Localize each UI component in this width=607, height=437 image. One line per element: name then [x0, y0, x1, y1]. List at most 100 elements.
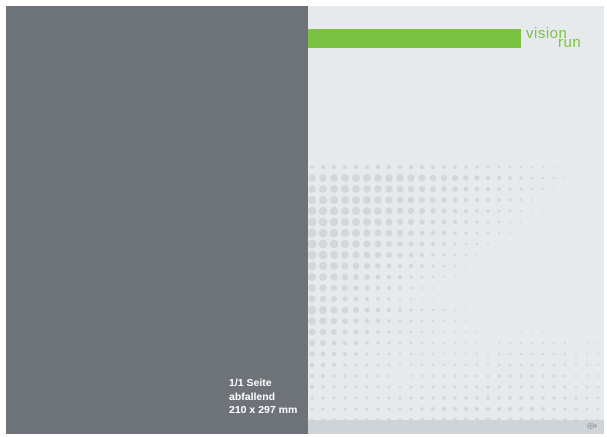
halftone-dot: [332, 363, 336, 367]
right-panel: vision run ⟴: [308, 6, 604, 434]
halftone-dot: [420, 330, 424, 334]
halftone-dot: [464, 352, 468, 356]
halftone-dot: [386, 307, 392, 313]
halftone-dot: [365, 374, 369, 378]
halftone-dot: [475, 242, 479, 246]
halftone-dot: [475, 396, 479, 400]
halftone-dot: [396, 207, 404, 215]
halftone-dot: [541, 187, 545, 191]
halftone-dot: [308, 272, 317, 282]
halftone-dot: [330, 284, 338, 292]
halftone-dot: [308, 185, 316, 193]
halftone-dot: [463, 208, 469, 214]
halftone-dot: [318, 206, 328, 216]
halftone-dot: [487, 342, 489, 344]
halftone-dot: [454, 276, 456, 278]
halftone-dot: [453, 242, 457, 246]
halftone-dot: [530, 352, 534, 356]
halftone-dot: [453, 374, 457, 378]
halftone-dot: [498, 232, 500, 234]
halftone-dot: [442, 165, 446, 169]
halftone-dot: [596, 396, 600, 400]
halftone-dot: [364, 329, 370, 335]
halftone-dot: [309, 351, 315, 357]
halftone-dot: [407, 185, 415, 193]
halftone-dot: [409, 352, 413, 356]
halftone-dot: [442, 308, 446, 312]
halftone-dot: [575, 342, 577, 344]
halftone-dot: [442, 352, 446, 356]
halftone-dot: [564, 188, 566, 190]
halftone-dot: [563, 385, 567, 389]
halftone-dot: [441, 219, 447, 225]
halftone-dot: [552, 407, 556, 411]
halftone-dot: [508, 187, 512, 191]
halftone-dot: [508, 396, 512, 400]
arrow-mark-icon: ⟴: [586, 421, 598, 432]
halftone-dot: [453, 165, 457, 169]
halftone-dot: [308, 206, 317, 216]
halftone-dot: [376, 363, 380, 367]
halftone-dot: [486, 198, 490, 202]
halftone-dot: [375, 307, 381, 313]
halftone-dot: [430, 164, 436, 170]
halftone-dot: [375, 263, 381, 269]
halftone-dot: [442, 374, 446, 378]
halftone-dot: [542, 210, 544, 212]
halftone-dot: [396, 229, 404, 237]
halftone-dot: [420, 286, 424, 290]
halftone-dot: [409, 286, 413, 290]
halftone-dot: [374, 229, 382, 237]
halftone-dot: [332, 374, 336, 378]
halftone-dot: [463, 197, 469, 203]
halftone-dot: [530, 363, 534, 367]
halftone-dot: [454, 320, 456, 322]
halftone-dot: [476, 265, 478, 267]
halftone-dot: [398, 297, 402, 301]
halftone-dot: [364, 318, 370, 324]
halftone-dot: [409, 264, 413, 268]
halftone-dot: [442, 253, 446, 257]
halftone-dot: [329, 228, 339, 238]
halftone-dot: [497, 165, 501, 169]
halftone-dot: [498, 243, 500, 245]
halftone-dot: [487, 243, 489, 245]
halftone-dot: [431, 363, 435, 367]
halftone-dot: [597, 353, 599, 355]
halftone-dot: [531, 210, 533, 212]
halftone-dot: [552, 385, 556, 389]
halftone-dot: [375, 274, 381, 280]
halftone-dot: [486, 396, 490, 400]
halftone-dot: [430, 230, 436, 236]
halftone-dot: [441, 186, 447, 192]
halftone-dot: [364, 274, 370, 280]
halftone-dot: [342, 329, 348, 335]
halftone-dot: [586, 331, 588, 333]
halftone-dot: [563, 352, 567, 356]
halftone-dot: [519, 165, 523, 169]
halftone-dot: [574, 374, 578, 378]
halftone-dot: [418, 185, 426, 193]
halftone-dot: [420, 396, 424, 400]
halftone-dot: [486, 363, 490, 367]
halftone-dot: [464, 253, 468, 257]
halftone-dot: [385, 174, 393, 182]
halftone-dot: [343, 363, 347, 367]
halftone-dot: [487, 331, 489, 333]
halftone-dot: [541, 396, 545, 400]
halftone-dot: [375, 318, 381, 324]
halftone-dot: [552, 176, 556, 180]
halftone-dot: [387, 407, 391, 411]
halftone-dot: [396, 196, 404, 204]
halftone-dot: [476, 342, 478, 344]
halftone-dot: [530, 198, 534, 202]
halftone-dot: [365, 352, 369, 356]
halftone-dot: [353, 164, 359, 170]
halftone-dot: [431, 341, 435, 345]
halftone-dot: [431, 264, 435, 268]
halftone-dot: [509, 232, 511, 234]
halftone-dot: [374, 207, 382, 215]
halftone-dot: [486, 209, 490, 213]
halftone-dot: [497, 209, 501, 213]
halftone-dot: [453, 363, 457, 367]
